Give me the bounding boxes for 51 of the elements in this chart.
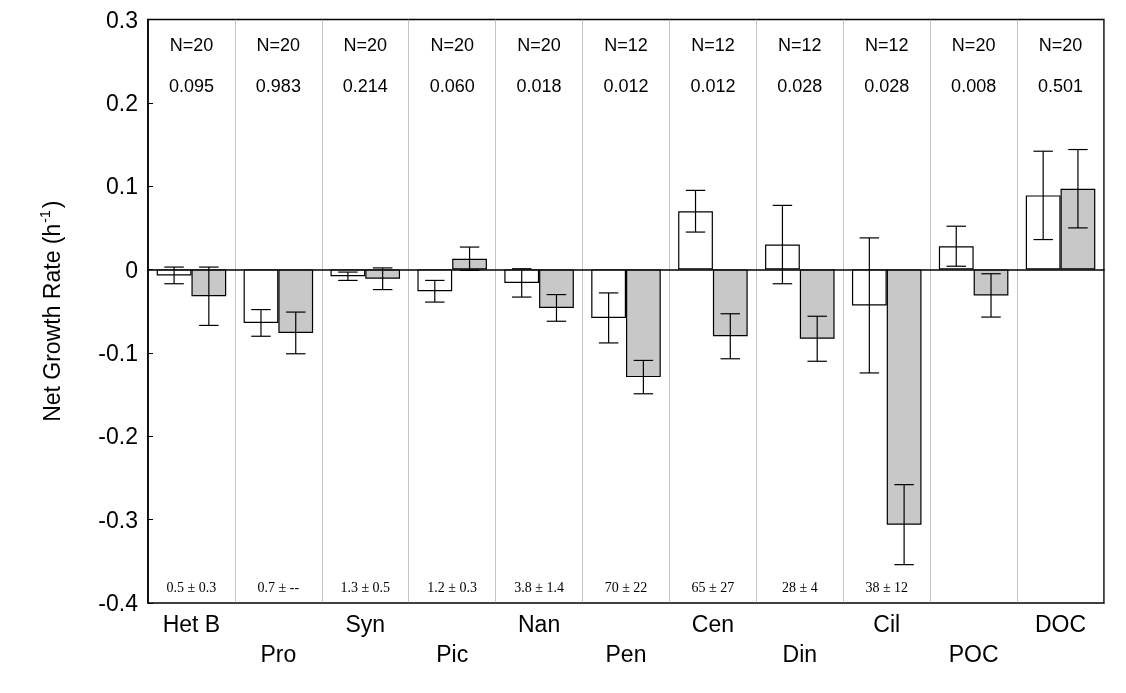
x-tick-label: POC [948,641,999,667]
x-tick-label: Cil [873,611,901,637]
y-tick-label: -0.2 [98,423,138,450]
annotation: N=20 [343,34,388,55]
x-tick-label: Het B [162,611,221,637]
x-tick-label: Cen [691,611,735,637]
annotation: 1.2 ± 0.3 [427,580,478,596]
annotation: N=20 [1038,34,1083,55]
x-tick-label: DOC [1034,611,1087,637]
annotation: 65 ± 27 [691,580,735,596]
annotation: N=12 [691,34,735,55]
y-tick-label: -0.3 [98,506,138,533]
annotation: N=12 [604,34,648,55]
annotation: 0.028 [864,76,910,97]
annotation: 70 ± 22 [604,580,648,596]
annotation: 0.012 [603,76,649,97]
annotation: 0.012 [690,76,736,97]
y-tick-label: -0.4 [98,590,139,616]
x-tick-label: Syn [345,611,386,637]
y-tick-label: -0.1 [98,339,138,366]
annotation: 28 ± 4 [781,580,818,596]
x-tick-label: Nan [517,611,561,637]
annotation: 0.018 [516,76,562,97]
x-tick-label: Pen [605,641,647,667]
annotation: 0.501 [1038,76,1084,97]
annotation: 0.983 [255,76,301,97]
annotation: N=20 [256,34,301,55]
x-tick-label: Pro [260,641,297,667]
annotation: 0.214 [342,76,388,97]
annotation: 3.8 ± 1.4 [514,580,564,596]
annotation: N=20 [169,34,214,55]
annotation: N=12 [864,34,909,55]
annotation: 0.008 [951,76,997,97]
annotation: 0.028 [777,76,823,97]
x-tick-label: Din [782,641,818,667]
annotation: N=20 [951,34,996,55]
y-tick-label: 0.1 [106,173,138,200]
y-tick-label: 0 [125,256,138,283]
annotation: 0.095 [168,76,214,97]
x-tick-label: Pic [436,641,469,667]
annotation: 0.060 [429,76,475,97]
annotation: 0.5 ± 0.3 [166,580,217,596]
annotation: N=20 [517,34,561,55]
annotation: N=20 [430,34,474,55]
annotation: N=12 [778,34,822,55]
y-tick-label: 0.3 [106,6,138,33]
annotation: 0.7 ± -- [257,580,300,596]
y-axis-title: Net Growth Rate (h-1) [37,200,65,422]
annotation: 1.3 ± 0.5 [340,580,391,596]
annotation: 38 ± 12 [865,580,909,596]
y-tick-label: 0.2 [106,89,138,116]
